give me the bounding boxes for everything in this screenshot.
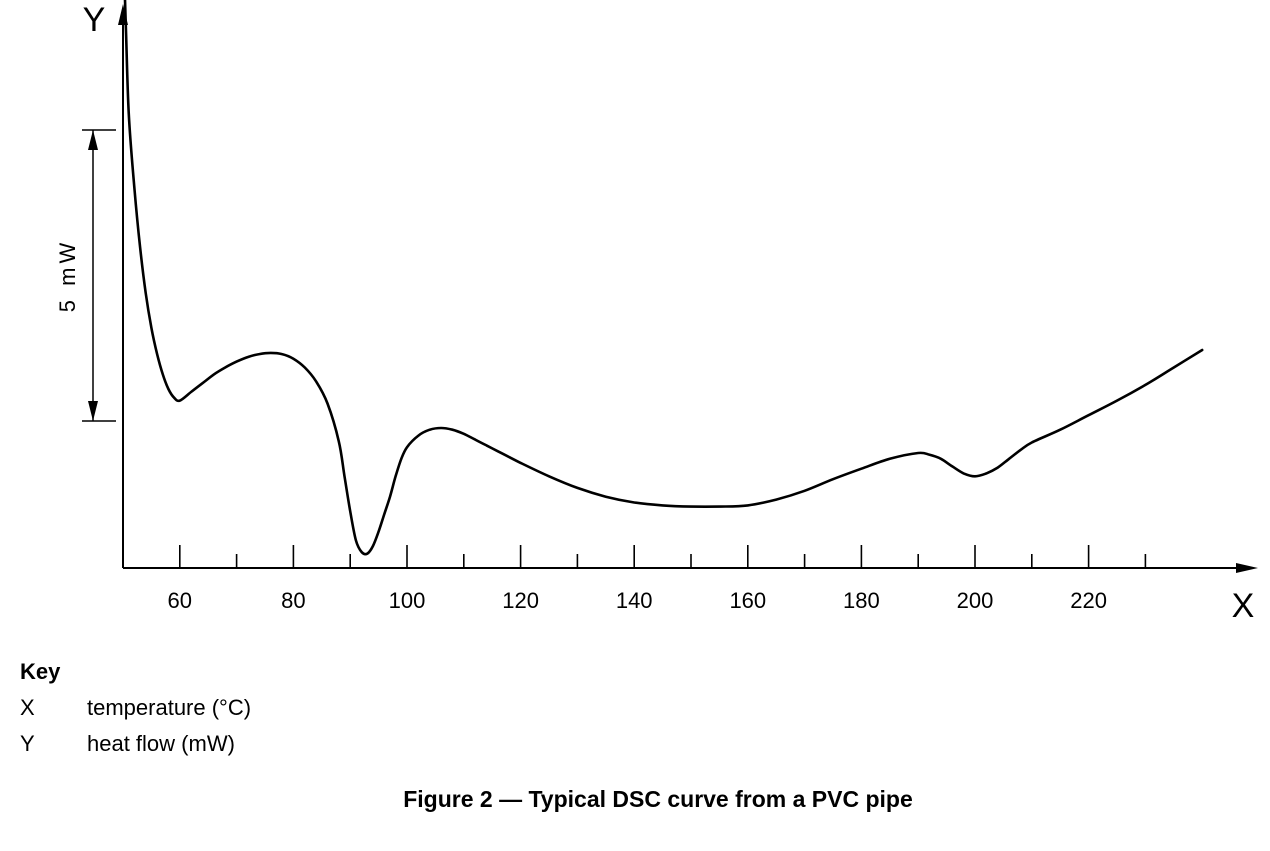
key-description-y: heat flow (mW) [87, 731, 235, 756]
x-tick-label: 180 [843, 588, 880, 613]
x-tick-label: 220 [1070, 588, 1107, 613]
x-axis-label: X [1232, 587, 1255, 625]
x-tick-label: 200 [957, 588, 994, 613]
figure-caption: Figure 2 — Typical DSC curve from a PVC … [403, 786, 913, 812]
key-symbol-y: Y [20, 731, 35, 756]
key-title: Key [20, 659, 61, 684]
x-tick-label: 140 [616, 588, 653, 613]
dsc-curve [123, 0, 1204, 556]
x-tick-label: 160 [729, 588, 766, 613]
key-description-x: temperature (°C) [87, 695, 252, 720]
y-axis-label: Y [83, 1, 106, 39]
x-tick-label: 120 [502, 588, 539, 613]
scale-bar-arrow-up [88, 130, 98, 150]
scale-bar-arrow-down [88, 401, 98, 421]
dsc-chart: Y X 60 80 100 120 140 160 180 200 220 5 mW [55, 0, 1258, 625]
x-tick-label: 80 [281, 588, 305, 613]
key-symbol-x: X [20, 695, 35, 720]
x-tick-label: 100 [389, 588, 426, 613]
x-axis-arrowhead [1236, 563, 1258, 573]
scale-bar-label: 5 mW [55, 239, 80, 312]
scale-bar: 5 mW [55, 129, 116, 422]
x-tick-label: 60 [168, 588, 192, 613]
x-ticks: 60 80 100 120 140 160 180 200 220 [168, 545, 1147, 613]
